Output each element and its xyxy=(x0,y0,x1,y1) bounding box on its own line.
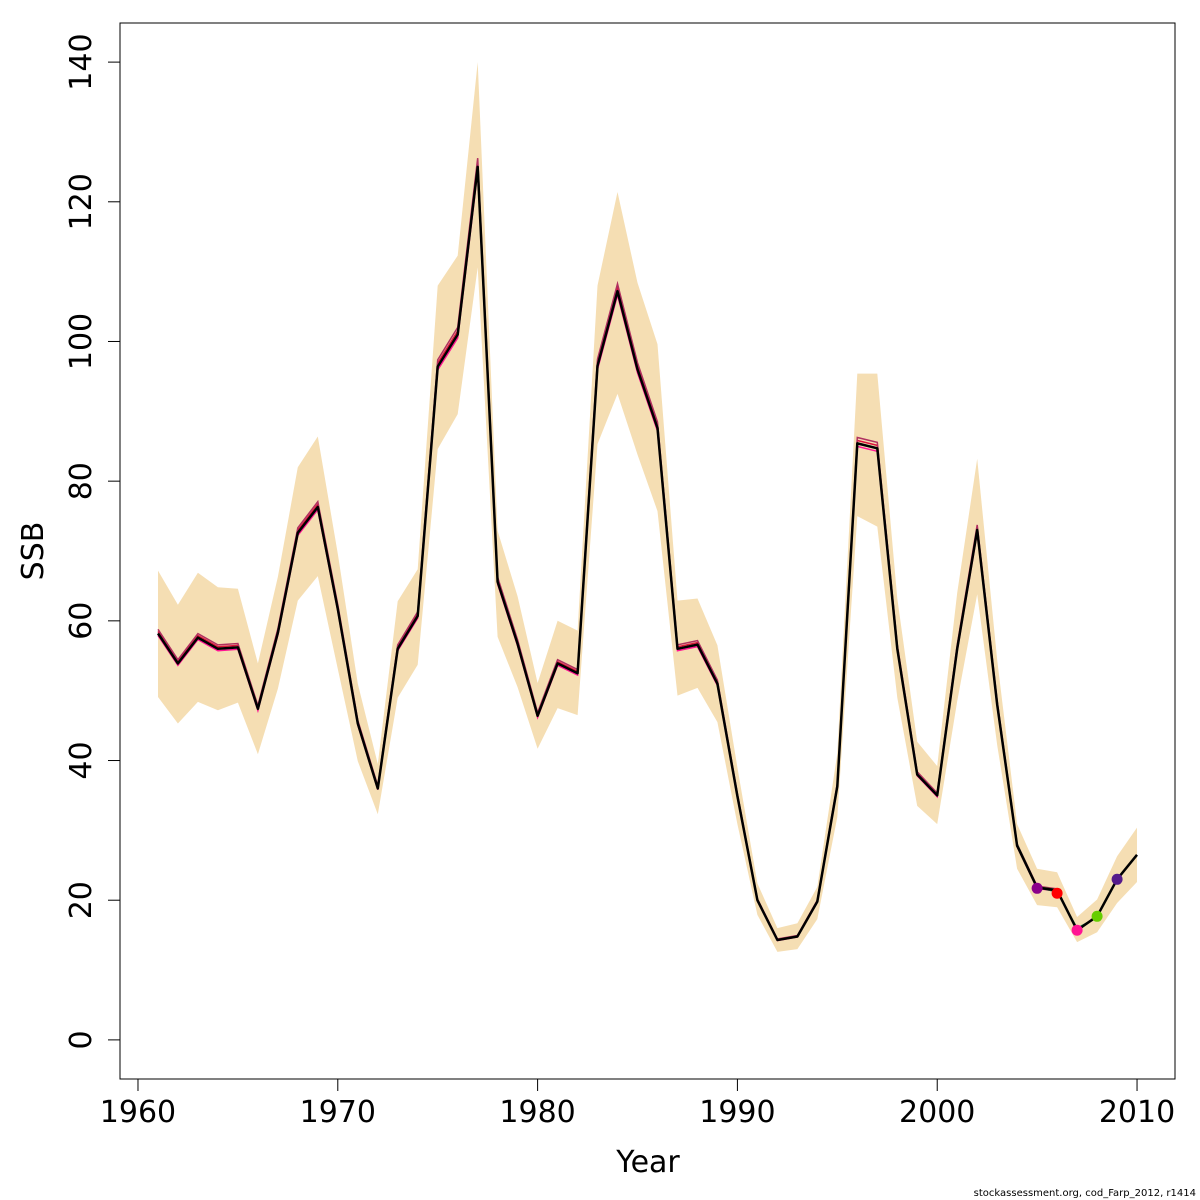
x-axis-title: Year xyxy=(615,1145,680,1180)
y-axis-title: SSB xyxy=(16,522,51,581)
footer-credit: stockassessment.org, cod_Farp_2012, r141… xyxy=(974,1188,1196,1199)
y-tick-label: 0 xyxy=(64,1030,99,1049)
y-tick-label: 20 xyxy=(64,881,99,919)
y-tick-label: 120 xyxy=(64,173,99,230)
y-tick-label: 140 xyxy=(64,33,99,90)
x-tick-label: 2010 xyxy=(1099,1095,1175,1130)
x-tick-label: 1960 xyxy=(100,1095,176,1130)
retro-point xyxy=(1031,882,1043,894)
retro-point xyxy=(1071,924,1083,936)
y-tick-label: 40 xyxy=(64,741,99,779)
y-tick-label: 100 xyxy=(64,313,99,370)
x-tick-label: 1990 xyxy=(699,1095,775,1130)
y-tick-label: 60 xyxy=(64,602,99,640)
retro-point xyxy=(1051,887,1063,899)
x-tick-label: 2000 xyxy=(899,1095,975,1130)
x-tick-label: 1970 xyxy=(300,1095,376,1130)
retro-point xyxy=(1111,873,1123,885)
y-tick-label: 80 xyxy=(64,462,99,500)
retro-points-layer xyxy=(1031,873,1123,936)
y-axis: 0 20 40 60 80 100 120 140 xyxy=(64,33,121,1049)
x-tick-label: 1980 xyxy=(499,1095,575,1130)
ssb-line-layer xyxy=(156,165,1138,942)
ssb-line xyxy=(156,165,1138,942)
retro-point xyxy=(1091,910,1103,922)
x-axis: 1960 1970 1980 1990 2000 2010 xyxy=(100,1078,1175,1130)
